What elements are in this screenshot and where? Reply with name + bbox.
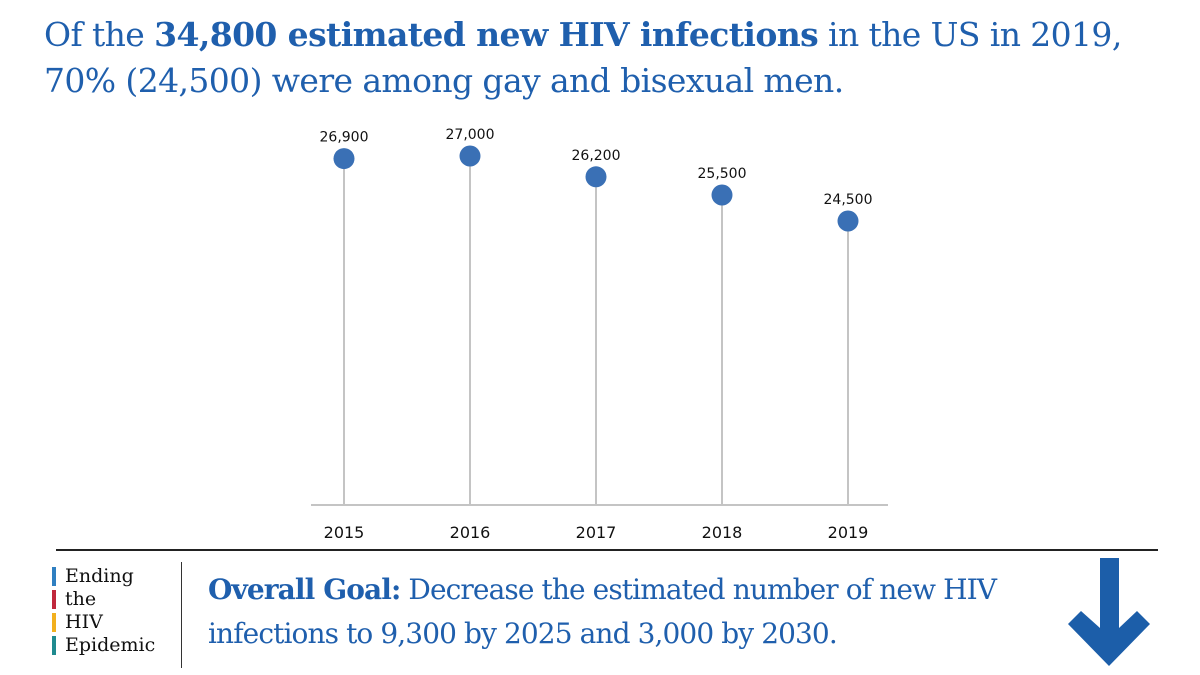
logo-text: Epidemic	[65, 634, 156, 656]
x-tick-2016: 2016	[450, 523, 491, 542]
ending-the-hiv-epidemic-logo: Ending the HIV Epidemic	[52, 565, 155, 657]
logo-color-bar	[52, 613, 56, 632]
data-label-2017: 26,200	[572, 148, 621, 164]
goal-text: Decrease the estimated number of new HIV…	[208, 573, 997, 650]
marker-2017	[585, 166, 607, 188]
logo-text: HIV	[65, 611, 103, 633]
x-tick-2019: 2019	[828, 523, 869, 542]
logo-line: Ending	[52, 565, 155, 588]
headline-emphasis: 34,800 estimated new HIV infections	[154, 15, 819, 54]
marker-2015	[333, 148, 355, 170]
divider	[56, 549, 1158, 551]
headline-text: in the US in 2019, 70% (24,500) were amo…	[44, 15, 1122, 100]
logo-line: HIV	[52, 611, 155, 634]
headline-text: Of the	[44, 15, 155, 54]
logo-color-bar	[52, 567, 56, 586]
logo-color-bar	[52, 590, 56, 609]
logo-text: the	[65, 588, 97, 610]
x-tick-2017: 2017	[576, 523, 617, 542]
marker-2018	[711, 184, 733, 206]
data-label-2015: 26,900	[320, 130, 369, 146]
x-tick-2015: 2015	[324, 523, 365, 542]
logo-color-bar	[52, 636, 56, 655]
logo-line: the	[52, 588, 155, 611]
x-tick-2018: 2018	[702, 523, 743, 542]
logo-text: Ending	[65, 565, 134, 587]
overall-goal: Overall Goal: Decrease the estimated num…	[208, 568, 1068, 656]
marker-2019	[837, 210, 859, 232]
logo-line: Epidemic	[52, 634, 155, 657]
data-label-2019: 24,500	[824, 192, 873, 208]
data-label-2018: 25,500	[698, 166, 747, 182]
marker-2016	[459, 145, 481, 167]
data-label-2016: 27,000	[446, 127, 495, 143]
headline: Of the 34,800 estimated new HIV infectio…	[44, 12, 1184, 104]
divider	[181, 562, 182, 668]
goal-label: Overall Goal:	[208, 573, 401, 606]
